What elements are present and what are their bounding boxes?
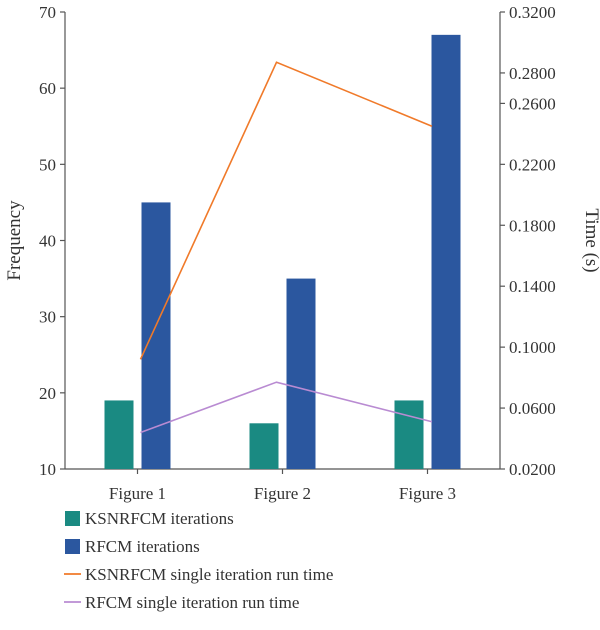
labels-layer: 10 20 30 40 50 60 70 0.0200 0.0600 0.1000 0.1400 0.… — [4, 3, 600, 503]
bar — [394, 400, 424, 469]
left-tick-label: 60 — [39, 79, 56, 98]
legend-label: RFCM single iteration run time — [85, 593, 299, 612]
right-tick-label: 0.3200 — [509, 3, 556, 22]
bar — [104, 400, 134, 469]
right-tick-label: 0.2600 — [509, 94, 556, 113]
x-tick-label: Figure 2 — [254, 484, 311, 503]
series-line — [140, 381, 433, 434]
left-tick-label: 20 — [39, 384, 56, 403]
right-tick-label: 0.0200 — [509, 460, 556, 479]
bar — [286, 278, 316, 469]
x-tick-label: Figure 1 — [109, 484, 166, 503]
right-tick-label: 0.2200 — [509, 155, 556, 174]
legend-label: RFCM iterations — [85, 537, 200, 556]
left-tick-label: 30 — [39, 308, 56, 327]
series-line — [139, 61, 433, 360]
left-tick-label: 50 — [39, 155, 56, 174]
left-tick-label: 70 — [39, 3, 56, 22]
bar — [249, 423, 279, 469]
right-tick-label: 0.1800 — [509, 216, 556, 235]
lines-layer — [139, 61, 433, 434]
left-tick-label: 40 — [39, 232, 56, 251]
left-tick-label: 10 — [39, 460, 56, 479]
right-axis-title: Time (s) — [581, 208, 600, 272]
legend-swatch — [65, 539, 80, 554]
right-tick-label: 0.0600 — [509, 399, 556, 418]
legend-label: KSNRFCM iterations — [85, 509, 234, 528]
right-tick-label: 0.1000 — [509, 338, 556, 357]
legend-swatch — [65, 511, 80, 526]
bar — [431, 34, 461, 469]
axes-layer — [60, 11, 505, 474]
x-tick-label: Figure 3 — [399, 484, 456, 503]
legend-label: KSNRFCM single iteration run time — [85, 565, 333, 584]
right-tick-label: 0.1400 — [509, 277, 556, 296]
legend: KSNRFCM iterations RFCM iterations KSNRFCM… — [64, 509, 333, 612]
bars-layer — [104, 34, 461, 469]
right-tick-label: 0.2800 — [509, 64, 556, 83]
left-axis-title: Frequency — [4, 200, 25, 281]
bar — [141, 202, 171, 469]
